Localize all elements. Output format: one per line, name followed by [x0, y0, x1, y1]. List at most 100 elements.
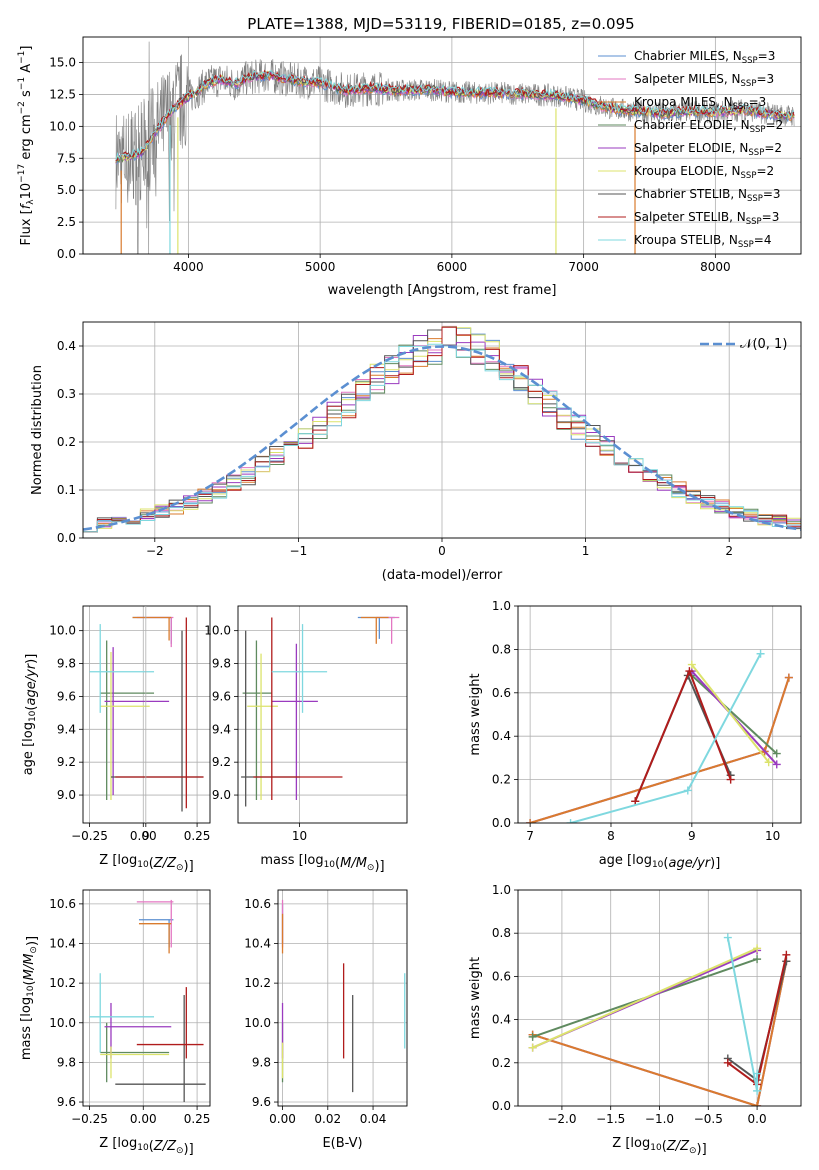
label-part: log: [21, 722, 36, 742]
y-tick-label: 9.4: [57, 722, 76, 736]
series-marker: [753, 944, 762, 953]
series-marker: [683, 786, 692, 795]
y-axis-label-part: A: [19, 64, 34, 77]
x-axis-label: (data-model)/error: [382, 568, 503, 583]
series-line: [570, 653, 762, 823]
series-marker: [723, 1058, 732, 1067]
label-sub: ⊙: [689, 1146, 697, 1156]
weight-lines: [526, 649, 793, 823]
errorbar-kroupa-stelib: [271, 624, 328, 713]
label-sub: 10: [650, 1143, 662, 1153]
x-tick-label: 0.25: [184, 1112, 211, 1126]
y-tick-label: 0.0: [492, 816, 511, 830]
histogram-kroupa-stelib: [83, 343, 801, 533]
y-tick-label: 5.0: [57, 183, 76, 197]
legend-entry: Salpeter MILES, NSSP=3: [634, 72, 774, 89]
errorbar-kroupa-stelib: [89, 973, 155, 1053]
x-tick-label: −0.25: [71, 1112, 108, 1126]
y-axis-label-part: s: [19, 90, 34, 101]
x-axis-label: wavelength [Angstrom, rest frame]: [328, 283, 557, 298]
x-tick-label: 4000: [173, 260, 204, 274]
axes-frame: [82, 36, 802, 255]
label-part: )]: [710, 856, 720, 871]
errorbars: [241, 616, 400, 807]
series-line: [691, 663, 770, 763]
y-tick-label: 9.6: [212, 689, 231, 703]
series-kroupa-miles: [526, 673, 793, 823]
y-tick-label: 10.0: [204, 624, 231, 638]
y-tick-label: 9.8: [57, 657, 76, 671]
model-spectrum-salpeter-stelib: [115, 69, 795, 162]
y-tick-label: 10.2: [49, 976, 76, 990]
axes-frame: [82, 889, 211, 1107]
x-tick-label: 6000: [437, 260, 468, 274]
legend-entry-count: =4: [754, 233, 772, 247]
legend-entry-text: Salpeter STELIB, N: [634, 210, 746, 224]
y-tick-label: 10.0: [49, 1016, 76, 1030]
series-kroupa-stelib: [723, 933, 762, 1095]
x-tick-label: −0.5: [694, 1112, 723, 1126]
legend-entry-count: =3: [756, 72, 774, 86]
x-axis-label: age [log10(age/yr)]: [599, 853, 721, 871]
y-tick-label: 0.2: [492, 1056, 511, 1070]
series-marker: [723, 933, 732, 942]
label-part: )]: [697, 1142, 707, 1157]
y-tick-label: 0.2: [492, 773, 511, 787]
y-tick-label: 10.6: [244, 897, 271, 911]
series-marker: [526, 819, 535, 823]
series-chabrier-elodie: [687, 671, 781, 758]
y-tick-label: 9.0: [57, 788, 76, 802]
series-line: [529, 677, 790, 823]
label-part: )]: [24, 654, 39, 664]
label-part: )]: [184, 859, 194, 874]
series-marker: [764, 758, 773, 767]
errorbar-chabrier-stelib: [241, 630, 300, 807]
series-marker: [753, 1102, 762, 1106]
errorbar-salpeter-miles: [136, 616, 174, 648]
x-tick-label: 0.25: [184, 829, 211, 843]
x-tick-label: 10: [292, 829, 307, 843]
y-axis-label: Normed distribution: [30, 365, 45, 495]
series-line: [532, 947, 758, 1049]
label-sub: 10: [652, 860, 664, 870]
legend-entry-count: =2: [764, 141, 782, 155]
x-tick-label: 0: [438, 544, 446, 558]
y-axis-label: mass weight: [468, 957, 483, 1039]
series-kroupa-elodie: [528, 944, 762, 1052]
label-part: Z [: [99, 1136, 117, 1151]
label-part: Z [: [99, 853, 117, 868]
label-part: (: [22, 980, 37, 985]
y-tick-label: 2.5: [57, 215, 76, 229]
plot-area: [83, 606, 210, 823]
y-tick-label: 0.1: [57, 483, 76, 497]
y-tick-label: 1.0: [492, 599, 511, 613]
y-tick-label: 0.4: [492, 729, 511, 743]
errorbar-chabrier-elodie: [242, 640, 272, 800]
axes-frame: [237, 605, 408, 824]
plot-area: [145, 606, 407, 823]
legend-entry-text: Kroupa MILES, N: [634, 95, 733, 109]
x-tick-label: −1.5: [596, 1112, 625, 1126]
legend-entry-count: =3: [758, 49, 776, 63]
series-marker: [756, 649, 765, 658]
x-axis-label: Z [log10(Z/Z⊙)]: [99, 1136, 193, 1157]
series-line: [529, 677, 790, 823]
axes-frame: [517, 889, 802, 1107]
y-axis-label-part: −2: [17, 101, 27, 114]
label-part: (: [149, 1139, 154, 1154]
axes-frame: [82, 321, 802, 539]
y-axis-label-part: f: [19, 202, 34, 209]
plot-area: [518, 605, 801, 824]
label-part: Z/Z: [666, 1139, 690, 1154]
errorbar-kroupa-elodie: [100, 1046, 170, 1079]
panel-mass-vs-EBV: 0.00 0.02 0.04 9.6 9.8 10.0 10.2 10.4 10.6 E(B-V): [244, 889, 408, 1151]
errorbar-kroupa-elodie: [100, 652, 150, 800]
label-part: mass [: [260, 853, 303, 868]
y-tick-label: 0.4: [57, 339, 76, 353]
x-tick-label: 0.00: [130, 829, 157, 843]
errorbar-salpeter-stelib: [136, 987, 204, 1059]
series-marker: [753, 1069, 762, 1078]
panel-spectrum: 4000 5000 6000 7000 8000 0.0 2.5 5.0 7.5 10.0 12.5…: [17, 36, 802, 298]
label-part: age [: [599, 853, 632, 868]
